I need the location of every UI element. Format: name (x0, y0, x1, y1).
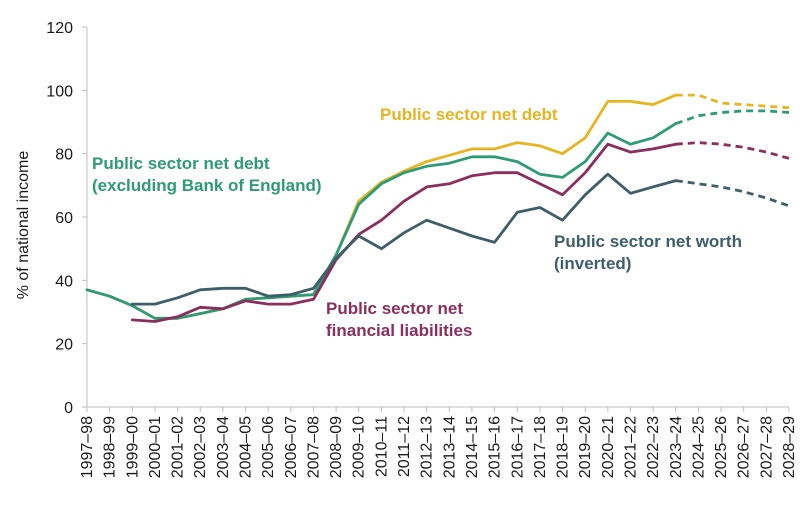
y-tick-label: 100 (46, 83, 73, 100)
x-tick-label: 2027–28 (758, 416, 775, 478)
x-tick-label: 2007–08 (305, 416, 322, 478)
y-tick-label: 80 (55, 147, 73, 164)
x-axis: 1997–98 1998–99 1999–00 2000–01 2001–02 2002–… (79, 406, 798, 478)
series-lines (85, 93, 790, 323)
x-tick-label: 2026–27 (736, 416, 753, 478)
y-tick-label: 120 (46, 20, 73, 37)
x-tick-label: 2016–17 (509, 416, 526, 478)
series-annotation-line: Public sector net debt (380, 105, 558, 124)
y-axis-label: % of national income (15, 151, 32, 300)
series-annotation-line: (inverted) (554, 254, 631, 273)
x-tick-label: 2028–29 (781, 416, 798, 478)
x-tick-label: 2019–20 (577, 416, 594, 478)
x-tick-label: 2012–13 (419, 416, 436, 478)
series-line-0 (85, 93, 678, 320)
x-tick-label: 2013–14 (441, 416, 458, 478)
y-tick-label: 20 (55, 337, 73, 354)
series-annotation-line: financial liabilities (326, 321, 472, 340)
x-tick-label: 1999–00 (124, 416, 141, 478)
series-annotation-3: Public sector net worth (inverted) (554, 232, 742, 273)
x-tick-label: 2025–26 (713, 416, 730, 478)
series-annotation-line: (excluding Bank of England) (92, 176, 322, 195)
series-line-3 (130, 172, 678, 306)
x-tick-label: 2003–04 (215, 416, 232, 478)
series-forecast-line-0 (675, 93, 790, 110)
series-forecast-line-1 (675, 109, 790, 125)
y-axis: 0 20 40 60 80 100 120 (46, 20, 88, 417)
x-tick-label: 2020–21 (600, 416, 617, 478)
x-tick-label: 2002–03 (192, 416, 209, 478)
x-tick-label: 2011–12 (396, 416, 413, 477)
series-annotation-line: Public sector net worth (554, 232, 742, 251)
x-tick-label: 2005–06 (260, 416, 277, 478)
y-tick-label: 40 (55, 273, 73, 290)
y-tick-label: 0 (64, 400, 73, 417)
series-line-2 (130, 142, 678, 323)
x-tick-label: 2001–02 (170, 416, 187, 478)
x-tick-label: 2004–05 (238, 416, 255, 478)
x-tick-label: 2014–15 (464, 416, 481, 478)
x-tick-label: 2009–10 (351, 416, 368, 478)
x-tick-label: 1997–98 (79, 416, 96, 478)
series-annotation-2: Public sector net financial liabilities (326, 299, 472, 340)
x-tick-label: 2006–07 (283, 416, 300, 478)
series-annotation-1: Public sector net debt (excluding Bank of… (92, 154, 322, 195)
y-tick-label: 60 (55, 210, 73, 227)
x-tick-label: 2018–19 (555, 416, 572, 478)
x-tick-label: 1998–99 (102, 416, 119, 478)
series-annotation-0: Public sector net debt (380, 105, 558, 124)
x-tick-label: 2021–22 (622, 416, 639, 478)
x-tick-label: 2022–23 (645, 416, 662, 478)
x-tick-label: 2010–11 (373, 416, 390, 477)
x-tick-label: 2015–16 (487, 416, 504, 478)
series-forecast-line-2 (675, 141, 790, 160)
series-forecast-line-3 (675, 179, 790, 208)
x-tick-label: 2017–18 (532, 416, 549, 478)
x-tick-label: 2023–24 (668, 416, 685, 478)
series-annotation-line: Public sector net debt (92, 154, 270, 173)
series-annotation-line: Public sector net (326, 299, 463, 318)
x-tick-label: 2024–25 (690, 416, 707, 478)
series-line-1 (85, 122, 678, 320)
x-tick-label: 2000–01 (147, 416, 164, 478)
x-tick-label: 2008–09 (328, 416, 345, 478)
